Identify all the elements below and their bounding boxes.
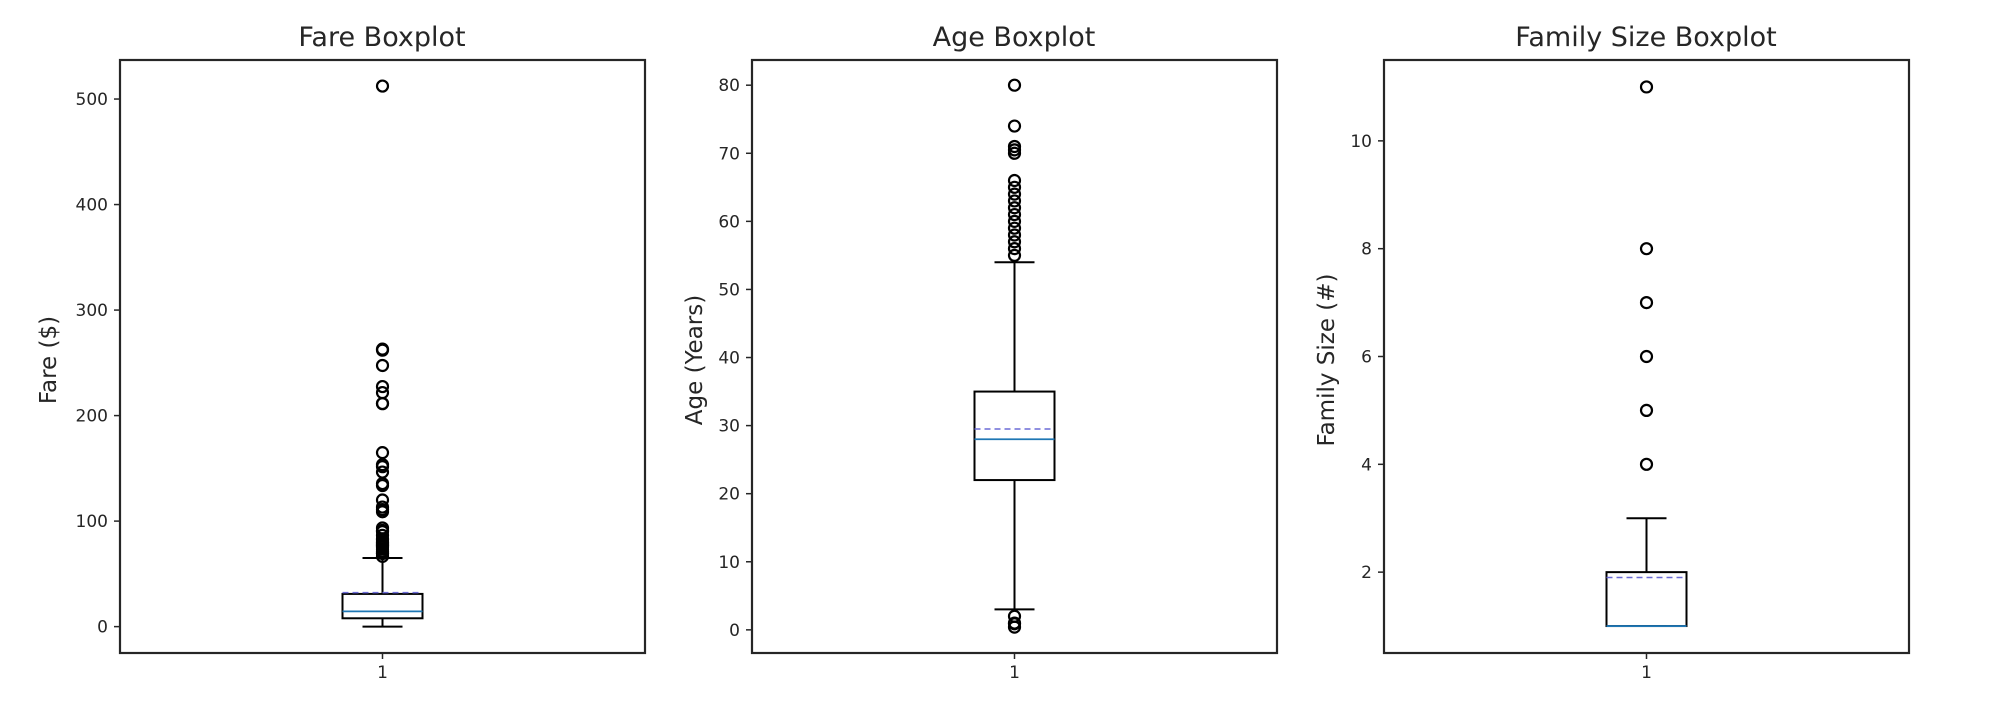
fare-y-ticks: 0 100 200 300 400 500 (76, 90, 120, 638)
fare-y-tick-label: 500 (76, 90, 108, 110)
fare-y-tick-label: 0 (97, 618, 108, 638)
family-size-y-tick-label: 2 (1361, 563, 1372, 583)
age-y-tick-label: 60 (718, 212, 740, 232)
fare-outlier-point (375, 397, 390, 411)
age-y-tick-label: 0 (729, 621, 740, 641)
family-size-y-ticks: 2 4 6 8 10 (1350, 132, 1384, 583)
age-boxplot (973, 78, 1056, 634)
age-chart-title: Age Boxplot (933, 22, 1096, 53)
family-size-y-tick-label: 10 (1350, 132, 1372, 152)
fare-outlier-point (375, 79, 390, 93)
age-iqr-box (973, 390, 1056, 482)
age-outlier-point (1007, 207, 1022, 222)
fare-y-tick-label: 400 (76, 196, 108, 216)
family-size-outlier-point (1639, 295, 1654, 310)
family-size-boxplot (1605, 80, 1688, 628)
age-outlier-point (1007, 146, 1022, 160)
fare-y-tick-label: 100 (76, 512, 108, 532)
fare-y-axis-label: Fare ($) (36, 316, 62, 404)
age-outlier-point (1007, 228, 1022, 242)
age-outlier-point (1007, 235, 1022, 249)
fare-outlier-point (375, 460, 390, 474)
age-outlier-point (1007, 78, 1022, 92)
age-outlier-point (1007, 173, 1022, 188)
age-outlier-point (1007, 620, 1022, 634)
age-outlier-point (1007, 119, 1022, 133)
fare-outlier-point (375, 343, 390, 357)
age-y-tick-label: 40 (718, 349, 740, 369)
fare-panel: Fare Boxplot Fare ($) 0 100 200 300 400 500 1 (36, 22, 647, 683)
family-size-outlier-point (1639, 457, 1654, 471)
fare-x-ticks: 1 (377, 653, 388, 683)
age-y-tick-label: 30 (718, 417, 740, 437)
fare-outlier-point (375, 379, 390, 394)
age-outlier-point (1007, 248, 1022, 262)
family-size-y-tick-label: 6 (1361, 348, 1372, 368)
fare-x-tick-label: 1 (377, 663, 388, 683)
age-y-tick-label: 70 (718, 144, 740, 164)
age-outlier-point (1007, 221, 1022, 235)
family-size-outlier-point (1639, 242, 1654, 256)
age-outlier-point (1007, 194, 1022, 208)
family-size-x-tick-label: 1 (1641, 663, 1652, 683)
age-outlier-point (1007, 187, 1022, 201)
fare-outlier-point (375, 478, 390, 493)
fare-boxplot (341, 79, 424, 628)
age-outlier-point (1007, 201, 1022, 215)
age-outlier-point (1007, 180, 1022, 194)
age-x-tick-label: 1 (1009, 663, 1020, 683)
family-size-outlier-point (1639, 349, 1654, 364)
family-size-y-tick-label: 8 (1361, 240, 1372, 260)
fare-chart-title: Fare Boxplot (298, 22, 465, 53)
fare-outlier-point (375, 505, 390, 519)
fare-iqr-box (341, 592, 424, 620)
age-y-tick-label: 50 (718, 280, 740, 300)
fare-y-tick-label: 300 (76, 301, 108, 321)
age-panel: Age Boxplot Age (Years) 0 10 20 30 40 50 60 70 8… (682, 22, 1279, 683)
age-y-tick-label: 20 (718, 485, 740, 505)
fare-outlier-point (375, 358, 390, 373)
family-size-outlier-point (1639, 80, 1654, 94)
age-y-ticks: 0 10 20 30 40 50 60 70 80 (718, 76, 752, 641)
family-size-y-tick-label: 4 (1361, 455, 1372, 475)
age-y-tick-label: 10 (718, 553, 740, 573)
age-outlier-point (1007, 214, 1022, 228)
family-size-x-ticks: 1 (1641, 653, 1652, 683)
fare-outlier-point (375, 549, 390, 563)
age-y-tick-label: 80 (718, 76, 740, 96)
fare-y-tick-label: 200 (76, 407, 108, 427)
age-y-axis-label: Age (Years) (682, 295, 708, 425)
family-size-chart-title: Family Size Boxplot (1515, 22, 1776, 53)
family-size-panel: Family Size Boxplot Family Size (#) 2 4 6 8… (1314, 22, 1911, 683)
family-size-y-axis-label: Family Size (#) (1314, 273, 1340, 446)
age-x-ticks: 1 (1009, 653, 1020, 683)
age-outlier-point (1007, 241, 1022, 256)
family-size-outlier-point (1639, 403, 1654, 418)
